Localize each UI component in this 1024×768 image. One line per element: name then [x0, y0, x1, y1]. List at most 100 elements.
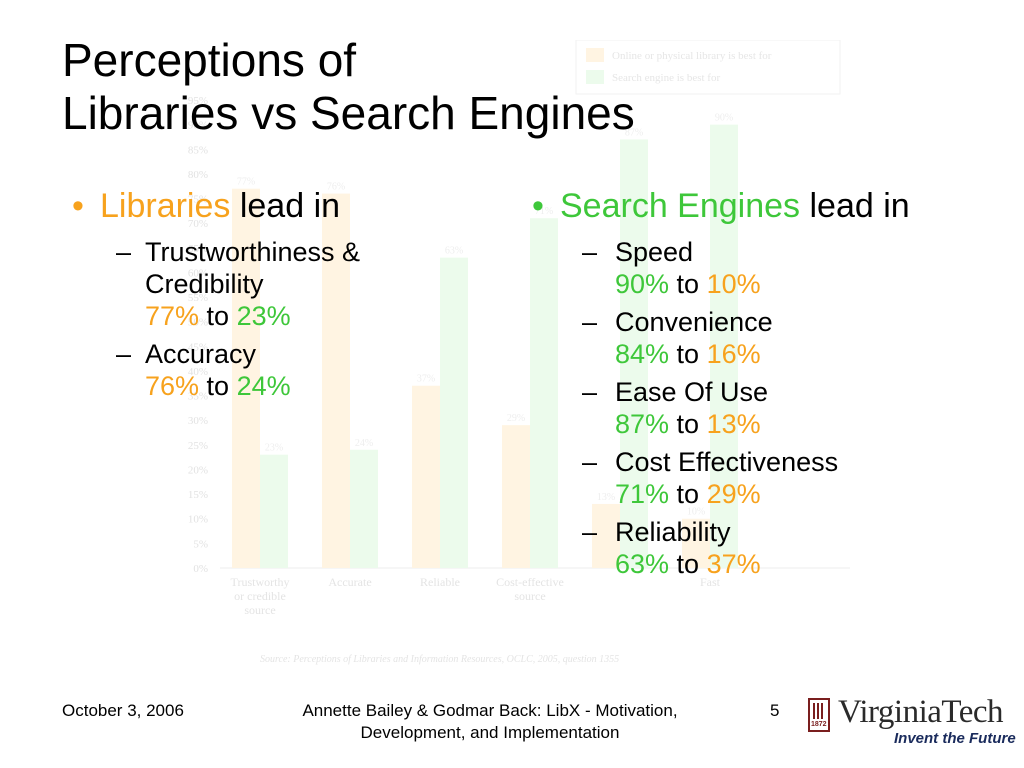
- y-tick-label: 45%: [188, 341, 208, 353]
- dash-bullet: –: [582, 517, 598, 547]
- second-percentage: 23%: [236, 301, 291, 331]
- bar-value-label: 90%: [715, 113, 733, 124]
- lead-in-text: lead in: [230, 187, 341, 225]
- comparison-item: – Cost Effectiveness 71% to 29%: [532, 446, 1002, 510]
- to-text: to: [669, 409, 707, 439]
- percentage-line: 71% to 29%: [615, 478, 1002, 510]
- first-percentage: 84%: [615, 339, 670, 369]
- y-tick-label: 90%: [188, 120, 208, 132]
- item-label: Ease Of Use: [615, 377, 769, 407]
- comparison-item: – Trustworthiness & Credibility 77% to 23%: [72, 236, 452, 332]
- bar-value-label: 13%: [597, 492, 615, 503]
- item-label: Speed: [615, 237, 694, 267]
- comparison-item: – Accuracy 76% to 24%: [72, 338, 452, 402]
- search-engines-label: Search Engines: [560, 187, 801, 225]
- comparison-item: – Convenience 84% to 16%: [532, 306, 1002, 370]
- search-engine-bar: [710, 124, 738, 568]
- bar-value-label: 76%: [327, 182, 345, 193]
- x-category-label: Cost-effective: [496, 575, 564, 589]
- logo-tagline: Invent the Future: [894, 730, 1016, 747]
- footer-author: Annette Bailey & Godmar Back: LibX - Mot…: [250, 700, 730, 744]
- chart-source-note: Source: Perceptions of Libraries and Inf…: [260, 654, 619, 665]
- to-text: to: [199, 371, 237, 401]
- library-bar: [682, 518, 710, 568]
- y-tick-label: 35%: [188, 391, 208, 403]
- dash-bullet: –: [116, 339, 132, 369]
- item-label: Reliability: [615, 517, 731, 547]
- y-tick-label: 95%: [188, 95, 208, 107]
- search-engine-bar: [530, 218, 558, 569]
- first-percentage: 63%: [615, 549, 670, 579]
- percentage-line: 77% to 23%: [145, 300, 452, 332]
- item-label: Accuracy: [145, 339, 257, 369]
- library-bar: [322, 193, 350, 568]
- search-engines-lead-bullet: • Search Engines lead in: [532, 186, 1002, 226]
- y-tick-label: 80%: [188, 169, 208, 181]
- second-percentage: 10%: [706, 269, 761, 299]
- bar-value-label: 63%: [445, 246, 463, 257]
- percentage-line: 63% to 37%: [615, 548, 1002, 580]
- to-text: to: [669, 269, 707, 299]
- percentage-line: 84% to 16%: [615, 338, 1002, 370]
- x-category-label: Reliable: [420, 575, 460, 589]
- second-percentage: 37%: [706, 549, 761, 579]
- title-line-1: Perceptions of: [62, 34, 357, 86]
- footer-author-line-1: Annette Bailey & Godmar Back: LibX - Mot…: [302, 701, 678, 720]
- dash-bullet: –: [116, 237, 132, 267]
- x-category-label: source: [514, 589, 545, 603]
- legend-swatch: [586, 48, 604, 62]
- y-tick-label: 25%: [188, 440, 208, 452]
- bar-value-label: 24%: [355, 438, 373, 449]
- logo-wordmark: VirginiaTech: [838, 694, 1004, 730]
- first-percentage: 77%: [145, 301, 200, 331]
- y-tick-label: 65%: [188, 243, 208, 255]
- x-category-label: Fast: [700, 575, 721, 589]
- footer-date: October 3, 2006: [62, 701, 184, 720]
- y-tick-label: 60%: [188, 267, 208, 279]
- virginia-tech-logo: 1872 VirginiaTech Invent the Future: [808, 694, 1018, 750]
- second-percentage: 29%: [706, 479, 761, 509]
- legend-label: Online or physical library is best for: [612, 50, 772, 62]
- search-engine-bar: [260, 454, 288, 568]
- bar-value-label: 37%: [417, 374, 435, 385]
- to-text: to: [669, 479, 707, 509]
- percentage-line: 76% to 24%: [145, 370, 452, 402]
- library-bar: [502, 425, 530, 568]
- y-tick-label: 5%: [193, 538, 208, 550]
- item-label: Convenience: [615, 307, 773, 337]
- comparison-item: – Ease Of Use 87% to 13%: [532, 376, 1002, 440]
- legend-box: [575, 40, 841, 95]
- library-bar: [592, 503, 620, 568]
- background-bar-chart: 77%23%76%24%37%63%29%71%13%87%10%90% 0%5…: [188, 40, 850, 665]
- libraries-lead-bullet: • Libraries lead in: [72, 186, 452, 226]
- search-engine-bar: [620, 139, 648, 568]
- x-category-label: Trustworthy: [231, 575, 290, 589]
- to-text: to: [669, 549, 707, 579]
- item-label: Credibility: [145, 269, 264, 299]
- comparison-item: – Reliability 63% to 37%: [532, 516, 1002, 580]
- first-percentage: 90%: [615, 269, 670, 299]
- first-percentage: 71%: [615, 479, 670, 509]
- search-engine-bar: [350, 449, 378, 568]
- search-engine-bar: [440, 257, 468, 568]
- first-percentage: 87%: [615, 409, 670, 439]
- y-tick-label: 70%: [188, 218, 208, 230]
- page-number: 5: [770, 701, 780, 720]
- x-category-label: or credible: [234, 589, 286, 603]
- libraries-column: • Libraries lead in – Trustworthiness & Cr…: [72, 186, 452, 402]
- second-percentage: 16%: [706, 339, 761, 369]
- bullet-icon: •: [532, 187, 544, 225]
- bullet-icon: •: [72, 187, 84, 225]
- lead-in-text: lead in: [800, 187, 910, 225]
- bar-value-label: 23%: [265, 443, 283, 454]
- x-category-label: Accurate: [328, 575, 371, 589]
- bar-value-label: 77%: [237, 177, 255, 188]
- libraries-label: Libraries: [100, 187, 231, 225]
- bar-value-label: 87%: [625, 127, 643, 138]
- y-tick-label: 10%: [188, 514, 208, 526]
- first-percentage: 76%: [145, 371, 200, 401]
- legend-label: Search engine is best for: [612, 72, 720, 84]
- slide-title: Perceptions of Libraries vs Search Engin…: [62, 34, 635, 140]
- y-tick-label: 20%: [188, 464, 208, 476]
